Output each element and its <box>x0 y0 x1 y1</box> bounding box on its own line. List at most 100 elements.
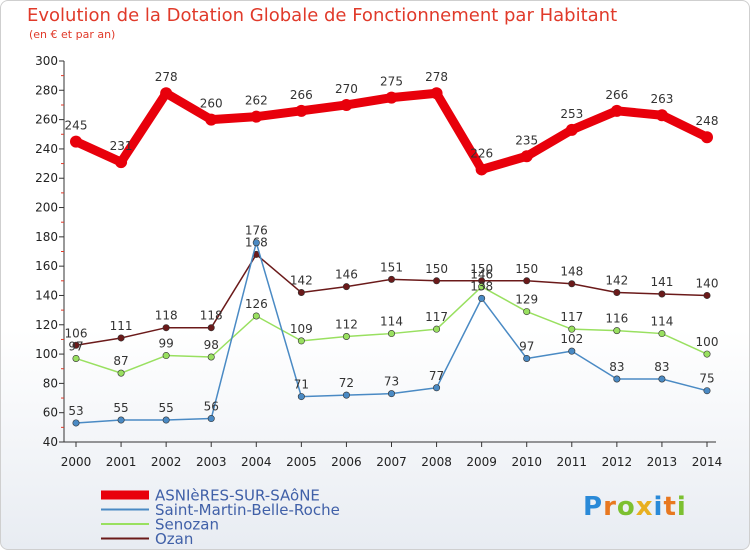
data-label: 83 <box>609 360 624 374</box>
y-tick-label: 100 <box>35 347 58 361</box>
data-point <box>703 387 711 395</box>
data-point <box>701 131 713 144</box>
data-label: 109 <box>290 322 313 336</box>
data-point <box>478 283 486 291</box>
data-point <box>297 393 305 401</box>
series-line-0 <box>71 88 712 174</box>
data-point <box>478 294 486 302</box>
data-point <box>342 391 350 399</box>
legend-label: Saint-Martin-Belle-Roche <box>155 501 340 519</box>
data-point <box>475 163 488 176</box>
data-label: 75 <box>699 372 714 386</box>
data-label: 71 <box>294 378 309 392</box>
data-label: 146 <box>470 268 493 282</box>
logo-letter: r <box>603 492 617 522</box>
data-label: 231 <box>110 139 133 153</box>
data-point <box>610 104 623 117</box>
x-tick-label: 2005 <box>286 455 317 469</box>
x-tick-label: 2003 <box>196 455 227 469</box>
data-label: 151 <box>380 260 403 274</box>
data-label: 148 <box>560 265 583 279</box>
data-label: 112 <box>335 317 358 331</box>
data-label: 99 <box>159 337 174 351</box>
data-point <box>568 347 576 355</box>
data-label: 150 <box>515 262 538 276</box>
data-label: 55 <box>113 401 128 415</box>
data-point <box>523 308 531 316</box>
data-point <box>658 330 666 338</box>
data-point <box>72 341 80 349</box>
y-tick-label: 180 <box>35 230 58 244</box>
data-point <box>387 330 395 338</box>
data-point <box>117 369 125 377</box>
data-label: 150 <box>470 262 493 276</box>
data-point <box>162 416 170 424</box>
data-label: 176 <box>245 224 268 238</box>
data-label: 248 <box>696 114 719 128</box>
data-point <box>658 290 666 298</box>
data-point <box>613 327 621 335</box>
x-tick-label: 2013 <box>647 455 678 469</box>
data-point <box>523 354 531 362</box>
data-point <box>207 415 215 423</box>
data-label: 97 <box>68 339 83 353</box>
data-point <box>430 87 443 100</box>
data-point <box>613 289 621 297</box>
x-tick-label: 2004 <box>241 455 272 469</box>
y-tick-label: 60 <box>43 406 58 420</box>
data-point <box>205 113 218 126</box>
data-point <box>433 277 441 285</box>
data-label: 150 <box>425 262 448 276</box>
y-tick-label: 280 <box>35 83 58 97</box>
data-point <box>520 150 533 163</box>
data-label: 275 <box>380 75 403 89</box>
data-label: 116 <box>605 312 628 326</box>
data-point <box>162 324 170 332</box>
data-label: 55 <box>159 401 174 415</box>
data-point <box>433 384 441 392</box>
data-label: 235 <box>515 133 538 147</box>
y-tick-label: 80 <box>43 376 58 390</box>
logo-letter: o <box>616 492 636 522</box>
data-point <box>295 104 308 117</box>
data-point <box>568 325 576 333</box>
data-point <box>252 239 260 247</box>
data-label: 111 <box>110 319 133 333</box>
data-point <box>433 325 441 333</box>
y-tick-label: 260 <box>35 113 58 127</box>
data-label: 72 <box>339 376 354 390</box>
data-point <box>70 135 82 148</box>
data-label: 100 <box>696 335 719 349</box>
data-point <box>117 416 125 424</box>
data-label: 87 <box>113 354 128 368</box>
y-tick-label: 40 <box>43 435 58 449</box>
data-point <box>207 324 215 332</box>
y-tick-label: 160 <box>35 259 58 273</box>
logo-letter: i <box>653 492 664 522</box>
data-label: 253 <box>560 107 583 121</box>
data-point <box>340 98 353 111</box>
data-point <box>297 289 305 297</box>
data-label: 83 <box>654 360 669 374</box>
x-tick-label: 2014 <box>692 455 723 469</box>
data-point <box>117 334 125 342</box>
data-point <box>160 87 173 100</box>
logo-letter: i <box>676 492 687 522</box>
data-label: 73 <box>384 375 399 389</box>
data-label: 106 <box>65 326 88 340</box>
data-label: 142 <box>605 274 628 288</box>
data-point <box>703 291 711 299</box>
data-label: 98 <box>204 338 219 352</box>
data-point <box>658 375 666 383</box>
y-tick-label: 240 <box>35 142 58 156</box>
data-point <box>655 109 668 122</box>
data-label: 146 <box>335 268 358 282</box>
logo-letter: t <box>663 492 677 522</box>
data-label: 53 <box>68 404 83 418</box>
data-label: 141 <box>650 275 673 289</box>
x-tick-label: 2012 <box>602 455 633 469</box>
data-label: 117 <box>425 310 448 324</box>
chart-title: Evolution de la Dotation Globale de Fonc… <box>27 5 618 26</box>
data-label: 56 <box>204 400 219 414</box>
